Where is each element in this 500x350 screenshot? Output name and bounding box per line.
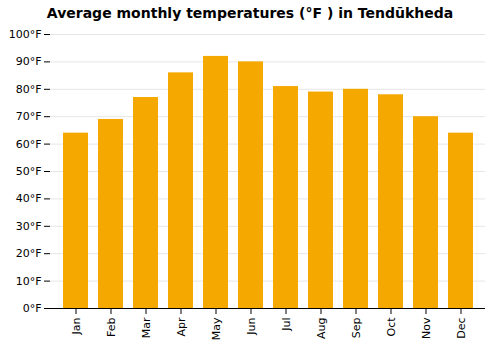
svg-text:100°F: 100°F: [9, 28, 42, 41]
html-text:Average monthly temperatures (: Average monthly temperatures (°F ) in Te…: [46, 5, 454, 21]
svg-text:Nov: Nov: [420, 317, 433, 339]
svg-text:Feb: Feb: [105, 317, 118, 336]
svg-text:May: May: [210, 317, 223, 340]
svg-text:Jun: Jun: [245, 317, 258, 335]
svg-text:Jan: Jan: [70, 317, 83, 335]
svg-text:60°F: 60°F: [16, 138, 42, 151]
svg-text:70°F: 70°F: [16, 110, 42, 123]
svg-text:Apr: Apr: [175, 317, 188, 337]
svg-text:Mar: Mar: [140, 317, 153, 338]
svg-text:Dec: Dec: [455, 318, 468, 339]
svg-text:10°F: 10°F: [16, 275, 42, 288]
svg-text:50°F: 50°F: [16, 165, 42, 178]
svg-text:Aug: Aug: [315, 318, 328, 339]
svg-text:90°F: 90°F: [16, 55, 42, 68]
svg-text:Oct: Oct: [385, 317, 398, 337]
svg-text:80°F: 80°F: [16, 83, 42, 96]
svg-text:0°F: 0°F: [23, 302, 42, 315]
svg-text:Jul: Jul: [280, 318, 293, 332]
svg-text:30°F: 30°F: [16, 220, 42, 233]
svg-text:Sep: Sep: [350, 317, 363, 338]
svg-text:40°F: 40°F: [16, 192, 42, 205]
svg-text:20°F: 20°F: [16, 247, 42, 260]
